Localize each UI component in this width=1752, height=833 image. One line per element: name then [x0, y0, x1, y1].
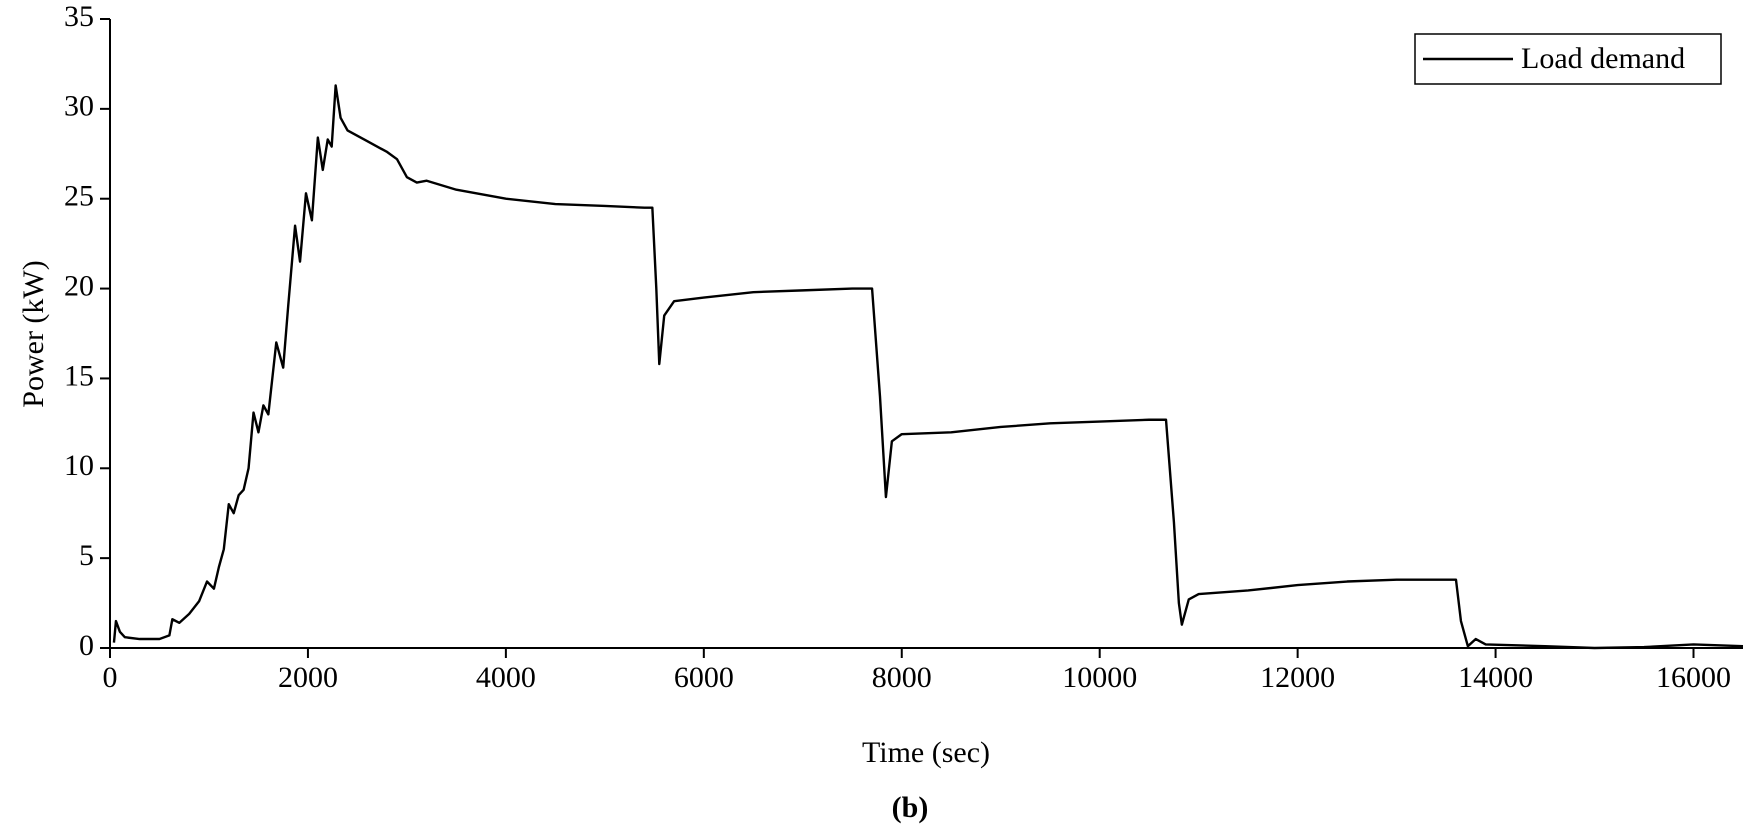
data-line — [112, 84, 1744, 650]
x-tick-label: 14000 — [1458, 661, 1533, 694]
y-axis-label: Power (kW) — [17, 260, 50, 407]
y-tick-label: 20 — [64, 269, 94, 302]
x-tick-label: 12000 — [1260, 661, 1335, 694]
x-tick-label: 10000 — [1062, 661, 1137, 694]
y-tick-label: 10 — [64, 449, 94, 482]
x-tick-label: 16000 — [1656, 661, 1731, 694]
x-tick-label: 0 — [103, 661, 118, 694]
x-tick-label: 8000 — [872, 661, 932, 694]
x-tick-label: 6000 — [674, 661, 734, 694]
y-tick-label: 35 — [64, 0, 94, 33]
x-tick-label: 2000 — [278, 661, 338, 694]
y-tick-label: 0 — [79, 629, 94, 662]
legend-label: Load demand — [1521, 42, 1685, 75]
caption: (b) — [892, 791, 929, 824]
y-tick-label: 5 — [79, 539, 94, 572]
x-axis-label: Time (sec) — [862, 736, 990, 769]
y-tick-label: 15 — [64, 359, 94, 392]
y-tick-label: 25 — [64, 180, 94, 213]
x-tick-label: 4000 — [476, 661, 536, 694]
y-tick-label: 30 — [64, 90, 94, 123]
